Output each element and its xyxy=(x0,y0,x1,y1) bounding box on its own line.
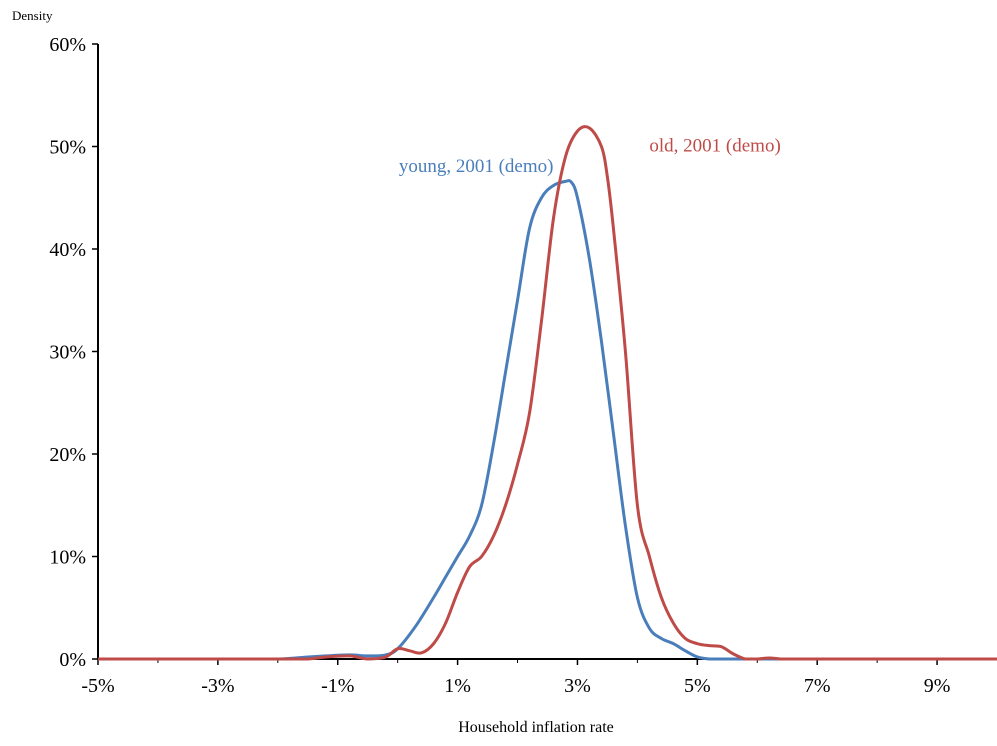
x-tick-label: 7% xyxy=(804,675,831,697)
series-label: young, 2001 (demo) xyxy=(399,156,554,177)
y-tick-label: 50% xyxy=(49,137,86,159)
series-line xyxy=(97,125,997,661)
x-axis: -5% -3% -1% 1% 3% 5% 7% 9% xyxy=(81,658,997,697)
y-tick-label: 30% xyxy=(49,342,86,364)
y-tick-label: 0% xyxy=(59,649,86,671)
series-lines xyxy=(97,125,997,661)
x-tick-label: -3% xyxy=(201,675,234,697)
y-axis-title: Density xyxy=(12,8,53,23)
series-annotations: young, 2001 (demo) old, 2001 (demo) xyxy=(399,136,781,178)
series-line xyxy=(97,179,997,661)
x-tick-label: 3% xyxy=(564,675,591,697)
x-axis-title: Household inflation rate xyxy=(458,719,614,736)
x-tick-label: -5% xyxy=(81,675,114,697)
x-tick-label: 9% xyxy=(924,675,951,697)
y-tick-label: 60% xyxy=(49,34,86,56)
y-tick-label: 20% xyxy=(49,444,86,466)
series-label: old, 2001 (demo) xyxy=(649,136,780,157)
x-tick-label: 1% xyxy=(444,675,471,697)
y-tick-label: 40% xyxy=(49,239,86,261)
y-tick-label: 10% xyxy=(49,547,86,569)
y-axis: 0% 10% 20% 30% 40% 50% 60% xyxy=(49,34,99,671)
x-tick-label: 5% xyxy=(684,675,711,697)
x-tick-label: -1% xyxy=(321,675,354,697)
